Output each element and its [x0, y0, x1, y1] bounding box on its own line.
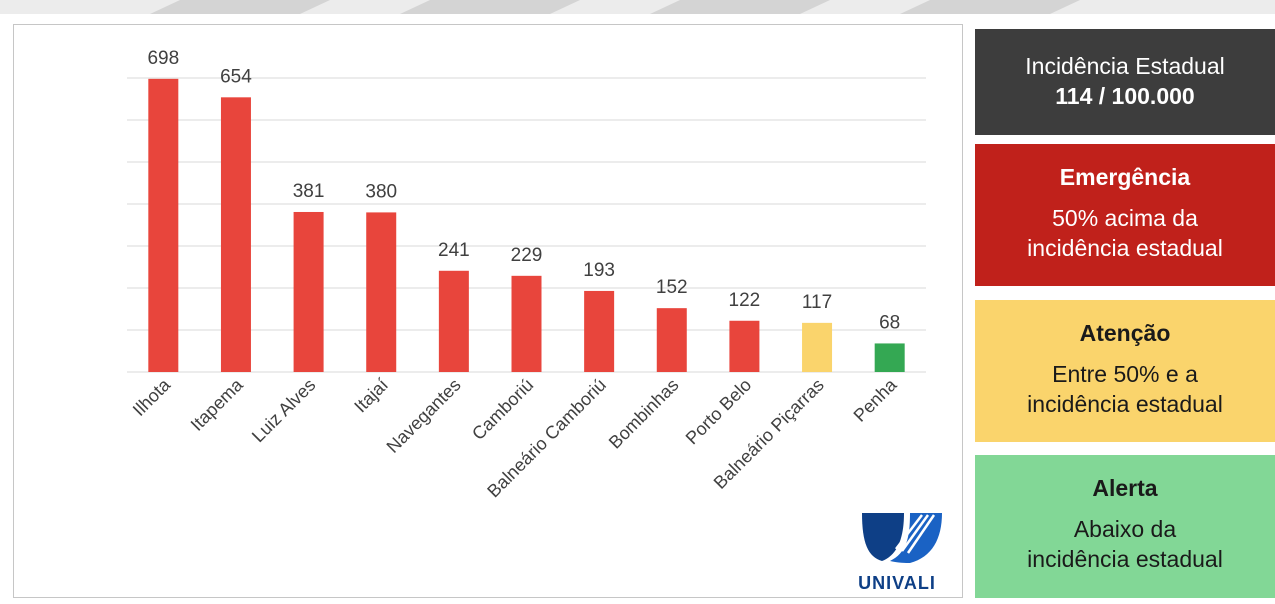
bar — [729, 320, 760, 372]
bar — [438, 270, 469, 372]
emergency-text-line1: 50% acima da — [1052, 205, 1198, 231]
bar — [584, 290, 615, 372]
state-incidence-value: 114 / 100.000 — [1055, 83, 1195, 109]
x-tick-label: Ilhota — [129, 374, 175, 420]
top-decorative-band — [0, 0, 1275, 14]
emergency-text-line2: incidência estadual — [1027, 235, 1223, 261]
x-tick-label: Itajaí — [350, 375, 392, 417]
data-label: 117 — [802, 292, 832, 313]
chart-panel: 698 Ilhota 654 Itapema 381 Luiz Alves 380 Itaja… — [13, 24, 963, 598]
bar-chart: 698 Ilhota 654 Itapema 381 Luiz Alves 380 Itaja… — [127, 48, 926, 502]
data-label: 241 — [438, 240, 470, 261]
attention-legend-box: Atenção Entre 50% e a incidência estadua… — [975, 300, 1275, 442]
data-label: 654 — [220, 66, 252, 87]
bar — [366, 212, 397, 372]
x-tick-label: Bombinhas — [605, 375, 683, 453]
state-incidence-title: Incidência Estadual — [1025, 53, 1225, 79]
emergency-title: Emergência — [1059, 164, 1191, 190]
logo-wordmark: UNIVALI — [858, 573, 936, 593]
bar — [874, 343, 905, 372]
data-label: 698 — [147, 48, 179, 69]
state-incidence-box: Incidência Estadual 114 / 100.000 — [975, 29, 1275, 135]
data-label: 229 — [511, 245, 543, 266]
x-tick-label: Penha — [850, 374, 902, 426]
data-label: 381 — [293, 181, 325, 202]
bar — [293, 211, 324, 372]
alert-text-line2: incidência estadual — [1027, 546, 1223, 572]
univali-logo-mark: UNIVALI — [858, 513, 942, 593]
bar — [220, 97, 251, 372]
univali-logo: UNIVALI — [842, 509, 952, 595]
x-tick-label: Camboriú — [468, 375, 537, 444]
attention-text-line2: incidência estadual — [1027, 391, 1223, 417]
x-tick-label: Luiz Alves — [248, 375, 319, 446]
bar — [511, 275, 542, 372]
data-label: 193 — [583, 260, 615, 281]
data-label: 122 — [729, 290, 761, 311]
x-tick-label: Itapema — [187, 374, 248, 435]
bar — [148, 78, 179, 372]
data-label: 152 — [656, 277, 688, 298]
bar — [656, 308, 687, 372]
alert-legend-box: Alerta Abaixo da incidência estadual — [975, 455, 1275, 598]
x-tick-label: Navegantes — [383, 375, 465, 457]
alert-title: Alerta — [1092, 475, 1158, 501]
attention-text-line1: Entre 50% e a — [1052, 361, 1198, 387]
x-tick-label: Balneário Camboriú — [483, 375, 610, 502]
x-tick-label: Porto Belo — [682, 375, 756, 449]
data-label: 380 — [365, 181, 397, 202]
bar — [802, 322, 833, 372]
emergency-legend-box: Emergência 50% acima da incidência estad… — [975, 144, 1275, 286]
alert-text-line1: Abaixo da — [1073, 516, 1177, 542]
data-label: 68 — [879, 312, 900, 333]
attention-title: Atenção — [1079, 320, 1171, 346]
